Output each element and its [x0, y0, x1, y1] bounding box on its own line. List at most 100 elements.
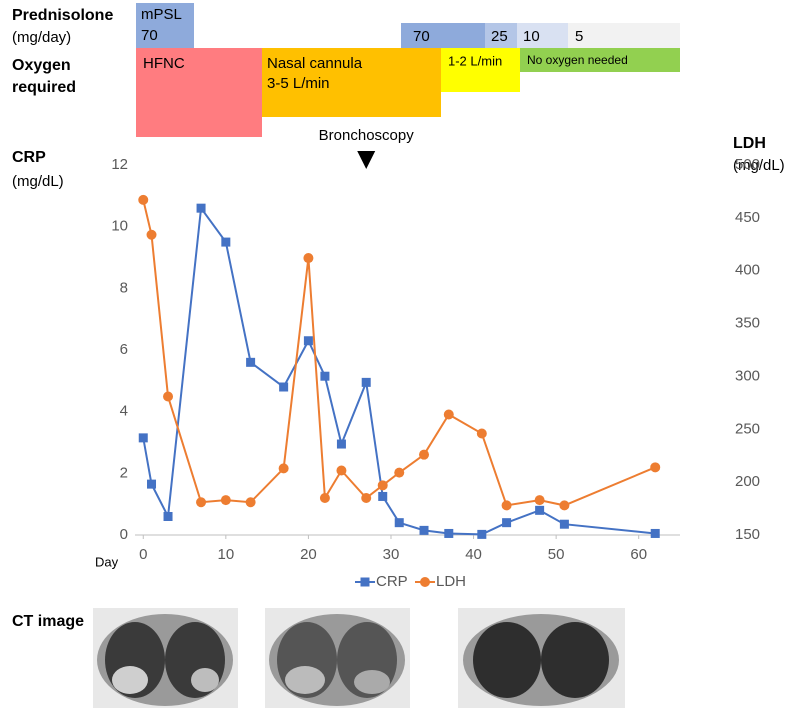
- marker: [443, 409, 454, 420]
- marker: [147, 479, 157, 489]
- marker: [361, 377, 371, 387]
- block-text: HFNC: [143, 55, 185, 72]
- x-axis-title: Day: [95, 554, 119, 569]
- block-text: 70: [141, 27, 158, 44]
- y2-tick-label: 250: [735, 420, 760, 437]
- marker: [419, 525, 429, 535]
- annotation-marker: [357, 151, 376, 169]
- ct-images: [93, 608, 625, 708]
- marker: [303, 253, 314, 264]
- marker: [138, 433, 148, 443]
- marker: [361, 493, 372, 503]
- marker: [220, 495, 231, 506]
- block-text: 25: [491, 28, 508, 45]
- marker: [476, 428, 487, 439]
- y2-axis-title: LDH: [733, 135, 766, 152]
- label: Prednisolone: [12, 7, 113, 24]
- series-line: [142, 205, 656, 536]
- y-axis-title: (mg/dL): [12, 173, 64, 190]
- marker: [377, 480, 388, 491]
- oxygen-block: [136, 48, 262, 137]
- label: Oxygen: [12, 57, 71, 74]
- marker: [221, 237, 231, 247]
- x-tick-label: 10: [217, 546, 234, 563]
- marker: [535, 505, 545, 515]
- y-axis-title: CRP: [12, 149, 46, 166]
- marker: [378, 491, 388, 501]
- y2-tick-label: 200: [735, 473, 760, 490]
- legend-label: CRP: [376, 573, 408, 590]
- x-tick-label: 50: [548, 546, 565, 563]
- ct-label: CT image: [12, 613, 84, 630]
- annotation: Bronchoscopy: [319, 127, 415, 144]
- marker: [319, 493, 330, 503]
- pred-block: [401, 23, 485, 48]
- oxygen-block: [520, 48, 680, 72]
- pred-block: [568, 23, 680, 48]
- marker: [138, 194, 149, 205]
- marker: [650, 528, 660, 538]
- y-tick-label: 12: [111, 156, 128, 173]
- x-tick-label: 0: [139, 546, 147, 563]
- marker: [336, 465, 347, 476]
- pred-block: [517, 23, 568, 48]
- marker: [534, 495, 545, 506]
- label: required: [12, 79, 76, 96]
- marker: [394, 518, 404, 528]
- x-tick-label: 30: [383, 546, 400, 563]
- pred-block: [485, 23, 517, 48]
- block-text: 10: [523, 28, 540, 45]
- y2-tick-label: 300: [735, 367, 760, 384]
- y-tick-label: 10: [111, 218, 128, 235]
- label: (mg/day): [12, 29, 71, 46]
- marker: [196, 203, 206, 213]
- marker: [146, 229, 157, 240]
- marker: [444, 528, 454, 538]
- marker: [650, 462, 661, 473]
- x-tick-label: 60: [630, 546, 647, 563]
- marker: [246, 357, 256, 367]
- marker: [303, 336, 313, 346]
- timeline: Prednisolone (mg/day) Oxygen required mP…: [12, 3, 680, 137]
- pred-block: [136, 3, 194, 48]
- legend-marker: [420, 577, 430, 587]
- marker: [163, 512, 173, 521]
- x-tick-label: 40: [465, 546, 482, 563]
- block-text: 5: [575, 28, 583, 45]
- legend-marker: [360, 577, 370, 587]
- marker: [394, 467, 405, 478]
- marker: [502, 518, 512, 528]
- block-text: Nasal cannula: [267, 55, 363, 72]
- marker: [163, 391, 174, 402]
- y-tick-label: 8: [120, 279, 128, 296]
- y-tick-label: 2: [120, 464, 128, 481]
- y2-tick-label: 400: [735, 262, 760, 279]
- ct-image: [458, 608, 625, 708]
- marker: [501, 500, 512, 511]
- y-tick-label: 6: [120, 341, 128, 358]
- marker: [245, 497, 256, 508]
- x-tick-label: 20: [300, 546, 317, 563]
- ct-image: [93, 608, 238, 708]
- marker: [419, 449, 430, 460]
- block-text: mPSL: [141, 6, 182, 23]
- y2-tick-label: 500: [735, 156, 760, 173]
- block-text: 3-5 L/min: [267, 75, 330, 92]
- marker: [559, 519, 569, 529]
- series-line: [142, 199, 656, 507]
- y2-tick-label: 150: [735, 526, 760, 543]
- legend-label: LDH: [436, 573, 466, 590]
- y2-tick-label: 450: [735, 209, 760, 226]
- marker: [336, 439, 346, 449]
- block-text: No oxygen needed: [527, 53, 628, 67]
- block-text: 70: [413, 28, 430, 45]
- y-tick-label: 0: [120, 526, 128, 543]
- marker: [279, 382, 289, 392]
- block-text: 1-2 L/min: [448, 53, 502, 68]
- marker: [196, 497, 207, 508]
- y-tick-label: 4: [120, 403, 128, 420]
- oxygen-block: [441, 48, 520, 92]
- marker: [278, 463, 289, 474]
- ct-image: [265, 608, 410, 708]
